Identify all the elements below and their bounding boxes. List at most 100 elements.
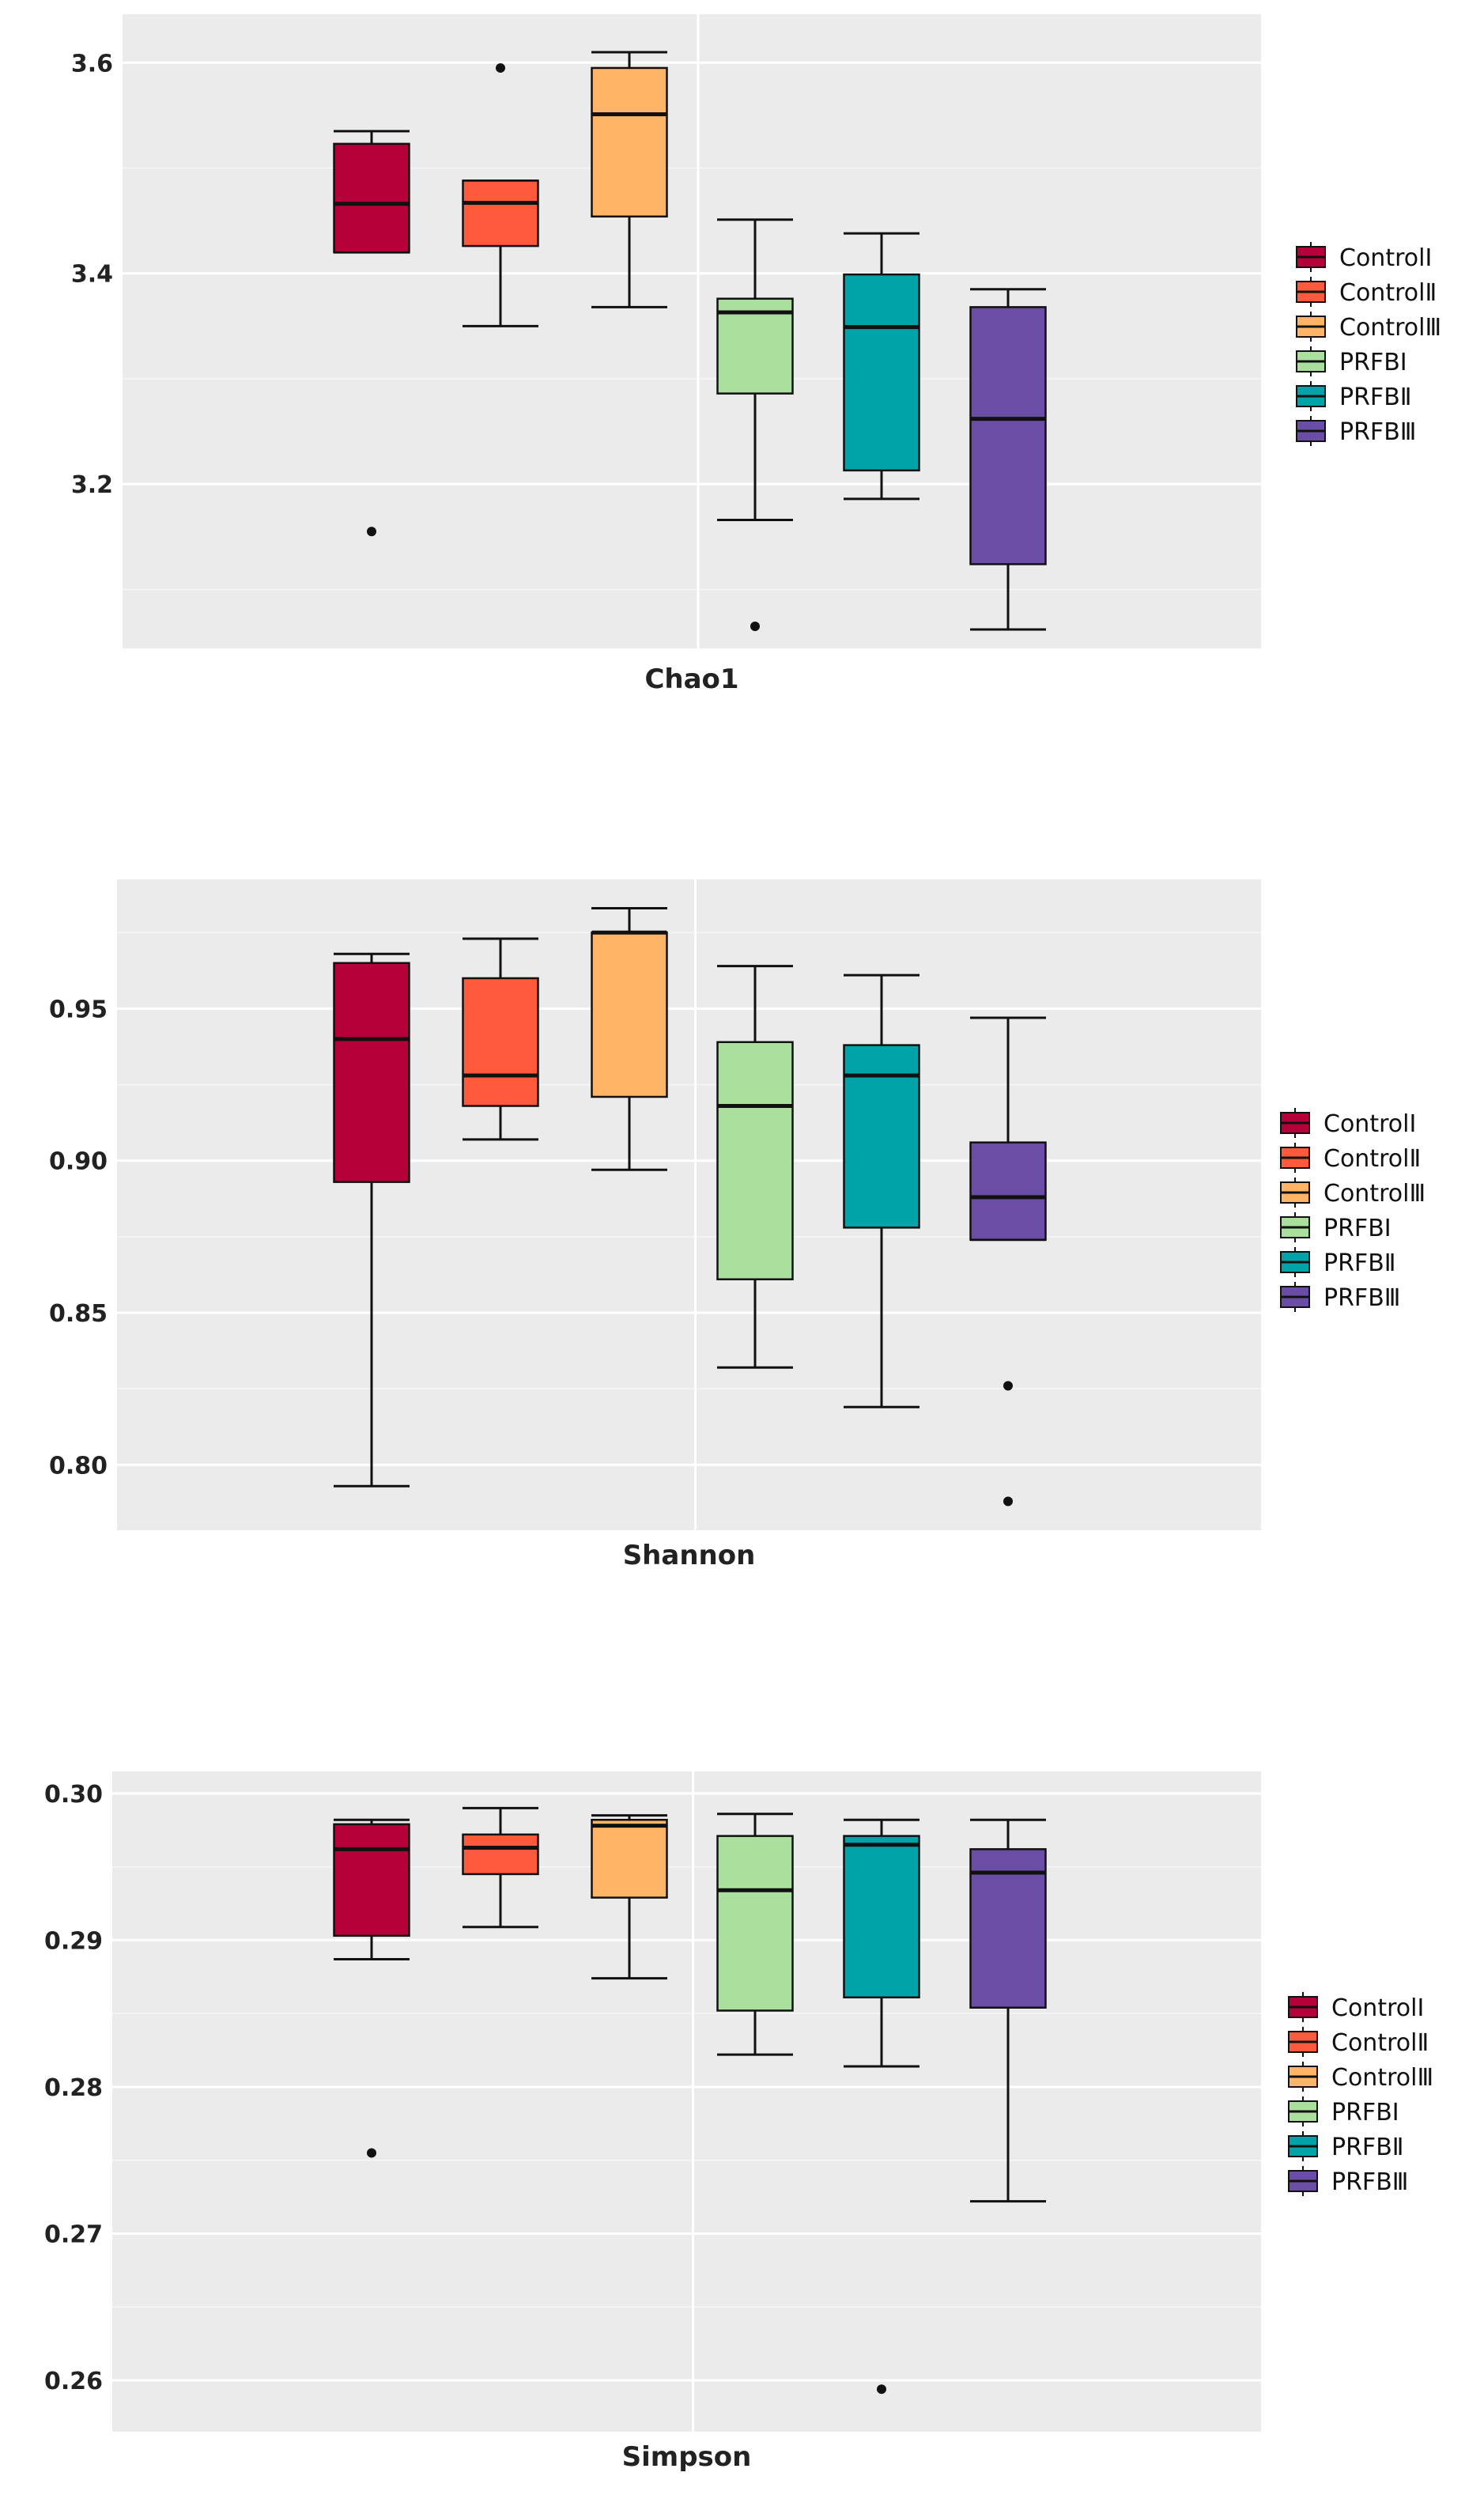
- legend: ControlⅠ ControlⅡ ControlⅢ PRFBⅠ PRFBⅡ PRFBⅢ: [1296, 242, 1441, 446]
- legend-item: ControlⅡ: [1288, 2027, 1429, 2057]
- y-tick-label: 3.6: [71, 50, 113, 77]
- box-prfb1: [716, 965, 794, 1369]
- outlier-point: [750, 622, 760, 632]
- outlier-point: [367, 527, 376, 537]
- box-body: [591, 932, 668, 1098]
- outlier-point: [367, 2148, 376, 2158]
- box-prfb2: [843, 232, 920, 501]
- legend-item: PRFBⅡ: [1280, 1247, 1396, 1277]
- box-body: [591, 1818, 668, 1899]
- legend-label: PRFBⅢ: [1324, 1284, 1400, 1312]
- legend-item: PRFBⅠ: [1288, 2096, 1399, 2126]
- legend-item: PRFBⅡ: [1288, 2131, 1404, 2161]
- legend-label: ControlⅠ: [1339, 244, 1432, 272]
- legend-label: PRFBⅢ: [1339, 418, 1416, 446]
- box-prfb2: [843, 973, 920, 1408]
- box-body: [716, 297, 794, 395]
- box-control2: [462, 937, 539, 1141]
- legend-item: PRFBⅡ: [1296, 381, 1412, 411]
- y-tick-label: 0.85: [49, 1300, 108, 1328]
- box-body: [969, 306, 1047, 565]
- box-control2: [462, 1806, 539, 1929]
- x-axis-title: Simpson: [622, 2441, 752, 2473]
- box-body: [591, 66, 668, 218]
- box-body: [843, 1044, 920, 1229]
- y-tick-label: 0.27: [44, 2221, 103, 2249]
- x-axis-title: Shannon: [623, 1540, 756, 1571]
- y-tick-label: 0.29: [44, 1927, 103, 1955]
- box-body: [969, 1848, 1047, 2009]
- box-body: [716, 1835, 794, 2012]
- y-tick-label: 0.30: [44, 1781, 103, 1809]
- legend-label: ControlⅡ: [1339, 279, 1437, 307]
- box-body: [462, 180, 539, 248]
- outlier-point: [877, 2384, 886, 2395]
- legend-label: ControlⅡ: [1324, 1145, 1421, 1173]
- legend-label: PRFBⅢ: [1331, 2168, 1408, 2196]
- plot-background: [117, 879, 1261, 1530]
- outlier-point: [1003, 1496, 1013, 1506]
- y-tick-label: 3.4: [71, 261, 113, 289]
- legend: ControlⅠ ControlⅡ ControlⅢ PRFBⅠ PRFBⅡ PRFBⅢ: [1288, 1992, 1433, 2196]
- y-tick-label: 0.80: [49, 1452, 108, 1480]
- box-prfb3: [969, 288, 1047, 631]
- box-control1: [333, 1818, 410, 2158]
- y-tick-label: 0.28: [44, 2074, 103, 2102]
- y-tick-label: 0.26: [44, 2368, 103, 2395]
- legend-item: ControlⅢ: [1288, 2062, 1433, 2092]
- box-prfb1: [716, 1813, 794, 2056]
- outlier-point: [496, 62, 505, 73]
- legend-item: PRFBⅢ: [1280, 1282, 1400, 1312]
- box-control1: [333, 130, 410, 537]
- legend: ControlⅠ ControlⅡ ControlⅢ PRFBⅠ PRFBⅡ PRFBⅢ: [1280, 1108, 1425, 1312]
- box-prfb1: [716, 218, 794, 632]
- legend-label: PRFBⅡ: [1339, 384, 1412, 411]
- box-prfb3: [969, 1016, 1047, 1506]
- y-tick-label: 0.90: [49, 1148, 108, 1176]
- box-control3: [591, 907, 668, 1171]
- legend-label: ControlⅢ: [1339, 314, 1441, 342]
- legend-label: PRFBⅠ: [1331, 2099, 1399, 2126]
- legend-label: PRFBⅠ: [1324, 1215, 1391, 1242]
- legend-item: PRFBⅢ: [1288, 2166, 1408, 2196]
- outlier-point: [1003, 1381, 1013, 1391]
- box-body: [462, 977, 539, 1107]
- legend-label: ControlⅢ: [1324, 1180, 1425, 1208]
- legend-item: PRFBⅢ: [1296, 416, 1416, 446]
- legend-item: ControlⅢ: [1280, 1178, 1425, 1208]
- legend-label: ControlⅠ: [1331, 1994, 1424, 2022]
- chart-shannon: 0.800.850.900.95ShannonControlⅠControlⅡC…: [49, 879, 1425, 1571]
- box-control1: [333, 952, 410, 1488]
- box-body: [969, 1141, 1047, 1241]
- box-body: [843, 1835, 920, 1999]
- x-axis-title: Chao1: [644, 663, 738, 695]
- legend-item: ControlⅡ: [1296, 277, 1437, 307]
- box-prfb3: [969, 1818, 1047, 2203]
- legend-item: PRFBⅠ: [1296, 346, 1407, 376]
- box-prfb2: [843, 1818, 920, 2395]
- legend-label: ControlⅡ: [1331, 2029, 1429, 2057]
- legend-item: ControlⅢ: [1296, 312, 1441, 342]
- legend-item: ControlⅡ: [1280, 1143, 1421, 1173]
- legend-label: PRFBⅡ: [1331, 2134, 1404, 2161]
- legend-label: ControlⅠ: [1324, 1110, 1416, 1138]
- y-tick-label: 0.95: [49, 996, 108, 1023]
- legend-label: PRFBⅠ: [1339, 349, 1407, 376]
- box-control3: [591, 1814, 668, 1980]
- box-body: [462, 1833, 539, 1876]
- box-body: [716, 1041, 794, 1280]
- box-control2: [462, 62, 539, 327]
- box-control3: [591, 51, 668, 308]
- legend-label: ControlⅢ: [1331, 2064, 1433, 2092]
- legend-item: PRFBⅠ: [1280, 1212, 1391, 1242]
- box-body: [333, 962, 410, 1183]
- legend-item: ControlⅠ: [1280, 1108, 1416, 1138]
- chart-chao1: 3.2 3.4 3.6 Chao1 ControlⅠ ControlⅡ ControlⅢ PR…: [71, 14, 1441, 695]
- plot-background: [112, 1771, 1261, 2432]
- box-body: [333, 142, 410, 254]
- legend-item: ControlⅠ: [1288, 1992, 1424, 2022]
- y-tick-label: 3.2: [71, 471, 113, 499]
- box-body: [333, 1823, 410, 1937]
- legend-label: PRFBⅡ: [1324, 1249, 1396, 1277]
